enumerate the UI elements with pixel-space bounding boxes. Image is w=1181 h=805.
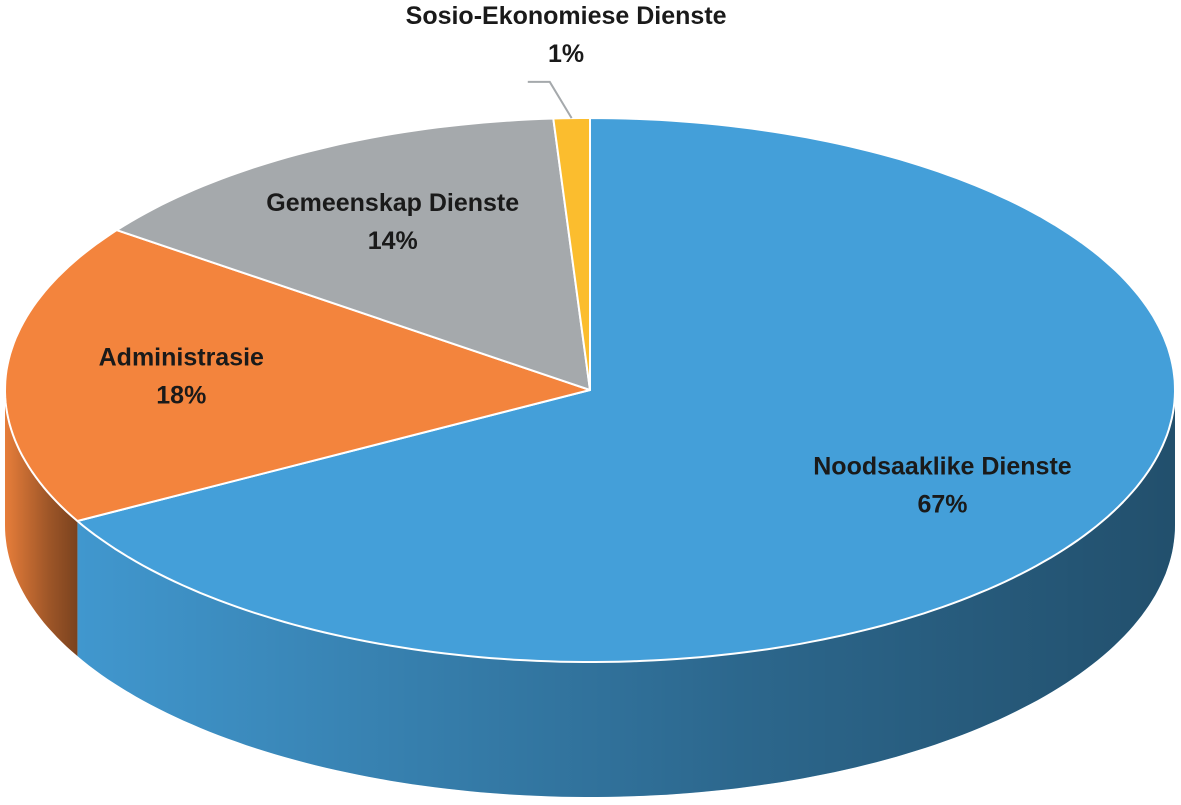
leader-line xyxy=(527,80,573,119)
slice-label: Sosio-Ekonomiese Dienste xyxy=(406,2,727,30)
slice-side-shade xyxy=(5,390,78,656)
slice-label: Noodsaaklike Dienste xyxy=(813,453,1072,481)
slice xyxy=(115,117,591,391)
slice-side-shade xyxy=(77,390,1175,797)
slice-label: Administrasie xyxy=(99,344,264,372)
slice-value-label: 1% xyxy=(548,40,584,68)
slice-value-label: 67% xyxy=(917,491,967,519)
slice xyxy=(4,229,591,522)
slice-value-label: 14% xyxy=(368,227,418,255)
slice-label: Gemeenskap Dienste xyxy=(266,189,519,217)
slice xyxy=(76,117,1176,663)
slice-value-label: 18% xyxy=(156,382,206,410)
